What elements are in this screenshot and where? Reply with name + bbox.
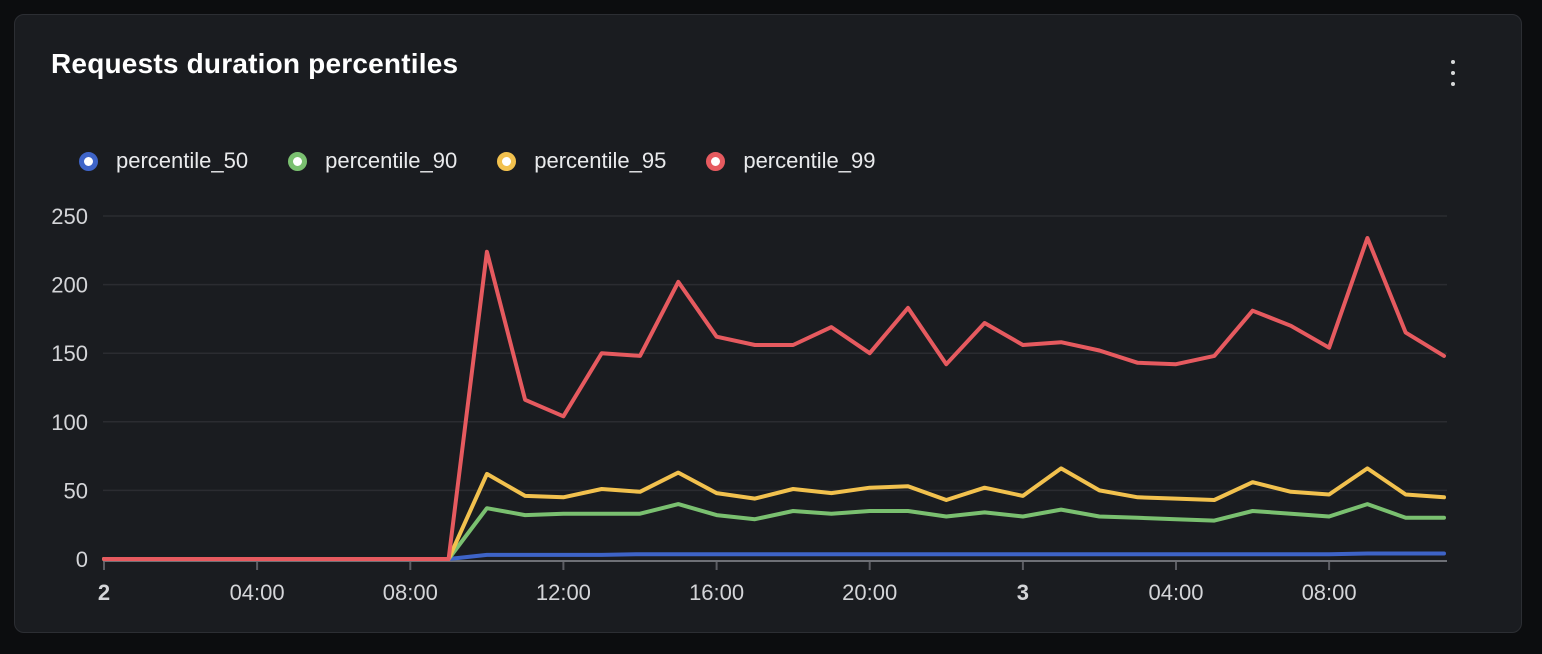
legend-label: percentile_99 xyxy=(743,148,876,173)
series-line-percentile_99 xyxy=(102,236,1446,561)
x-tick-label: 12:00 xyxy=(536,580,591,605)
kebab-vertical-icon xyxy=(1451,60,1455,64)
kebab-vertical-icon xyxy=(1451,71,1455,75)
y-tick-label: 100 xyxy=(51,410,88,435)
legend-item-percentile_95[interactable]: percentile_95 xyxy=(497,148,666,174)
x-tick-label-day: 2 xyxy=(98,580,110,605)
x-tick-label: 04:00 xyxy=(1148,580,1203,605)
legend-label: percentile_90 xyxy=(325,148,458,173)
x-tick-label: 16:00 xyxy=(689,580,744,605)
x-tick-label: 20:00 xyxy=(842,580,897,605)
panel-title: Requests duration percentiles xyxy=(51,48,459,79)
legend-label: percentile_50 xyxy=(116,148,249,173)
series-color-marker-icon xyxy=(79,151,98,171)
panel-requests-duration-percentiles: Requests duration percentiles percentile… xyxy=(14,14,1522,633)
legend: percentile_50 percentile_90 percentile_95 p… xyxy=(79,148,875,174)
legend-item-percentile_90[interactable]: percentile_90 xyxy=(288,148,457,174)
y-tick-label: 200 xyxy=(51,273,88,298)
series-color-marker-icon xyxy=(497,151,517,171)
panel-menu-button[interactable] xyxy=(1439,53,1467,93)
x-tick-label: 08:00 xyxy=(383,580,438,605)
x-tick-label: 08:00 xyxy=(1302,580,1357,605)
kebab-vertical-icon xyxy=(1451,82,1455,86)
series-color-marker-icon xyxy=(706,151,726,171)
y-tick-label: 50 xyxy=(64,478,88,503)
y-tick-label: 150 xyxy=(51,341,88,366)
y-tick-label: 250 xyxy=(51,204,88,229)
legend-item-percentile_50[interactable]: percentile_50 xyxy=(79,148,248,174)
x-tick-label: 04:00 xyxy=(230,580,285,605)
legend-label: percentile_95 xyxy=(534,148,667,173)
y-tick-label: 0 xyxy=(76,547,88,572)
legend-item-percentile_99[interactable]: percentile_99 xyxy=(706,148,875,174)
x-tick-label-day: 3 xyxy=(1017,580,1029,605)
series-color-marker-icon xyxy=(288,151,308,171)
series-line-percentile_90 xyxy=(102,502,1446,561)
